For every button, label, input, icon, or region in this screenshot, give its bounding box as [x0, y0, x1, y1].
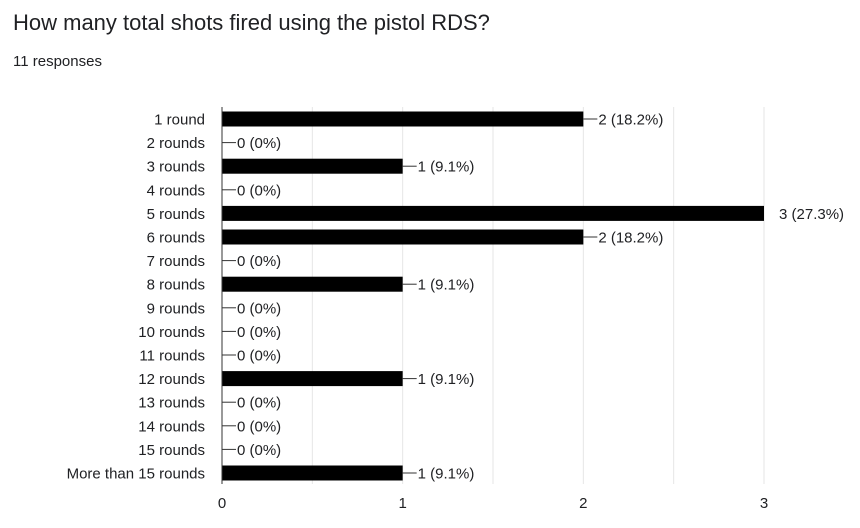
bar: [222, 229, 584, 245]
value-label: 2 (18.2%): [598, 230, 663, 247]
value-label: 1 (9.1%): [418, 466, 475, 483]
category-label: 5 rounds: [147, 206, 205, 223]
category-label: 3 rounds: [147, 159, 205, 176]
category-labels: 1 round 2 rounds 3 rounds 4 rounds 5 rounds 6…: [67, 112, 205, 483]
category-label: 7 rounds: [147, 253, 205, 270]
value-label: 1 (9.1%): [418, 277, 475, 294]
category-label: 13 rounds: [138, 395, 205, 412]
value-label: 0 (0%): [237, 300, 281, 317]
bar: [222, 158, 403, 174]
value-label: 3 (27.3%): [779, 206, 844, 223]
category-label: 1 round: [154, 112, 205, 129]
bar: [222, 205, 764, 221]
x-tick-labels: 0 1 2 3: [218, 495, 768, 512]
category-label: 6 rounds: [147, 230, 205, 247]
category-label: More than 15 rounds: [67, 466, 205, 483]
bars: [222, 111, 764, 481]
category-label: 4 rounds: [147, 182, 205, 199]
category-label: 14 rounds: [138, 418, 205, 435]
x-tick-label: 1: [398, 495, 406, 512]
value-label: 1 (9.1%): [418, 371, 475, 388]
value-label: 2 (18.2%): [598, 112, 663, 129]
bar: [222, 276, 403, 292]
value-label: 1 (9.1%): [418, 159, 475, 176]
category-label: 15 rounds: [138, 442, 205, 459]
x-tick-label: 2: [579, 495, 587, 512]
value-label: 0 (0%): [237, 253, 281, 270]
value-labels: 2 (18.2%) 0 (0%) 1 (9.1%) 0 (0%) 3 (27.3%) 2 …: [222, 112, 844, 483]
value-label: 0 (0%): [237, 442, 281, 459]
value-label: 0 (0%): [237, 324, 281, 341]
response-count: 11 responses: [13, 53, 102, 70]
value-label: 0 (0%): [237, 182, 281, 199]
value-label: 0 (0%): [237, 418, 281, 435]
x-tick-label: 0: [218, 495, 226, 512]
category-label: 9 rounds: [147, 300, 205, 317]
grid-lines: [311, 107, 765, 484]
category-label: 12 rounds: [138, 371, 205, 388]
category-label: 2 rounds: [147, 135, 205, 152]
bar: [222, 465, 403, 481]
value-label: 0 (0%): [237, 135, 281, 152]
value-label: 0 (0%): [237, 395, 281, 412]
category-label: 11 rounds: [139, 348, 205, 365]
category-label: 10 rounds: [138, 324, 205, 341]
x-tick-label: 3: [760, 495, 768, 512]
bar: [222, 371, 403, 387]
value-label: 0 (0%): [237, 348, 281, 365]
category-label: 8 rounds: [147, 277, 205, 294]
question-title: How many total shots fired using the pis…: [13, 10, 490, 35]
bar: [222, 111, 584, 127]
